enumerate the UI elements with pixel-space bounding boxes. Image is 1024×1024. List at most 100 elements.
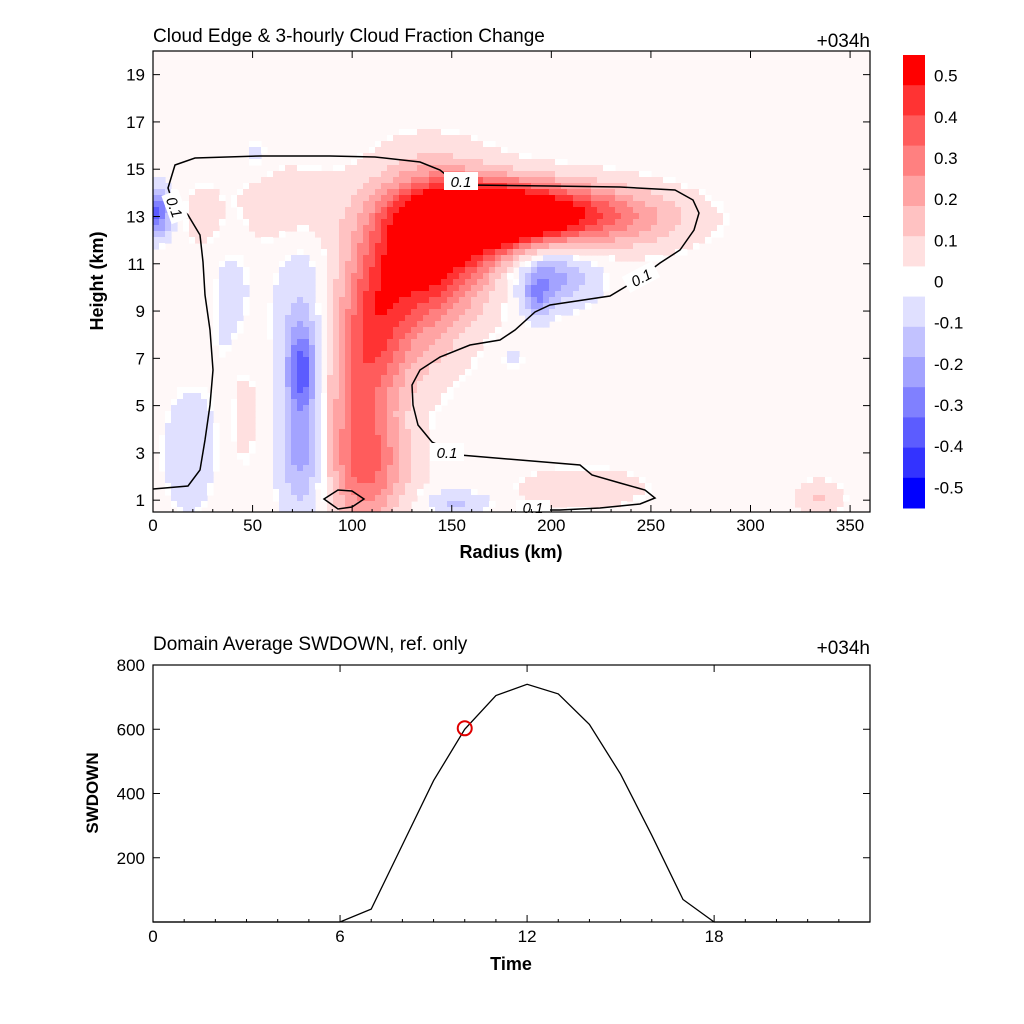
heatmap-cell xyxy=(237,201,244,208)
heatmap-cell xyxy=(627,495,634,502)
heatmap-cell xyxy=(411,447,418,454)
heatmap-cell xyxy=(303,429,310,436)
heatmap-cell xyxy=(345,441,352,448)
heatmap-cell xyxy=(477,315,484,322)
heatmap-cell xyxy=(303,219,310,226)
heatmap-cell xyxy=(201,417,208,424)
heatmap-cell xyxy=(375,339,382,346)
heatmap-cell xyxy=(405,291,412,298)
heatmap-cell xyxy=(297,495,304,502)
heatmap-cell xyxy=(297,447,304,454)
heatmap-cell xyxy=(543,291,550,298)
heatmap-cell xyxy=(177,453,184,460)
heatmap-cell xyxy=(393,357,400,364)
heatmap-cell xyxy=(303,405,310,412)
heatmap-cell xyxy=(585,219,592,226)
heatmap-cell xyxy=(315,393,322,400)
heatmap-cell xyxy=(351,465,358,472)
heatmap-cell xyxy=(477,249,484,256)
heatmap-cell xyxy=(543,267,550,274)
heatmap-cell xyxy=(609,171,616,178)
heatmap-cell xyxy=(579,465,586,472)
heatmap-cell xyxy=(285,273,292,280)
heatmap-cell xyxy=(579,177,586,184)
heatmap-cell xyxy=(435,507,442,512)
heatmap-cell xyxy=(357,255,364,262)
heatmap-cell xyxy=(549,255,556,262)
heatmap-cell xyxy=(489,327,496,334)
heatmap-cell xyxy=(159,219,166,226)
heatmap-cell xyxy=(609,225,616,232)
heatmap-cell xyxy=(237,195,244,202)
heatmap-cell xyxy=(363,243,370,250)
heatmap-cell xyxy=(357,297,364,304)
heatmap-cell xyxy=(477,183,484,190)
heatmap-cell xyxy=(435,147,442,154)
heatmap-cell xyxy=(657,195,664,202)
heatmap-cell xyxy=(471,363,478,370)
heatmap-cell xyxy=(333,291,340,298)
heatmap-cell xyxy=(321,483,328,490)
heatmap-cell xyxy=(393,255,400,262)
heatmap-cell xyxy=(195,231,202,238)
heatmap-cell xyxy=(495,183,502,190)
heatmap-cell xyxy=(525,153,532,160)
y-tick-label: 200 xyxy=(117,849,145,868)
heatmap-cell xyxy=(177,459,184,466)
heatmap-cell xyxy=(375,219,382,226)
heatmap-cell xyxy=(303,477,310,484)
heatmap-cell xyxy=(519,291,526,298)
heatmap-cell xyxy=(435,339,442,346)
heatmap-cell xyxy=(393,183,400,190)
heatmap-cell xyxy=(291,471,298,478)
heatmap-cell xyxy=(279,435,286,442)
heatmap-cell xyxy=(411,327,418,334)
heatmap-cell xyxy=(171,495,178,502)
heatmap-cell xyxy=(585,177,592,184)
heatmap-cell xyxy=(465,135,472,142)
heatmap-cell xyxy=(171,435,178,442)
heatmap-cell xyxy=(309,189,316,196)
heatmap-cell xyxy=(495,291,502,298)
heatmap-cell xyxy=(423,225,430,232)
heatmap-cell xyxy=(405,165,412,172)
heatmap-cell xyxy=(663,177,670,184)
heatmap-cell xyxy=(573,285,580,292)
heatmap-cell xyxy=(519,255,526,262)
heatmap-cell xyxy=(819,507,826,512)
heatmap-cell xyxy=(363,333,370,340)
heatmap-cell xyxy=(423,339,430,346)
heatmap-cell xyxy=(399,381,406,388)
heatmap-cell xyxy=(381,297,388,304)
heatmap-cell xyxy=(573,303,580,310)
heatmap-cell xyxy=(705,213,712,220)
heatmap-cell xyxy=(339,423,346,430)
heatmap-cell xyxy=(387,171,394,178)
heatmap-cell xyxy=(357,501,364,508)
heatmap-cell xyxy=(657,207,664,214)
heatmap-cell xyxy=(555,297,562,304)
heatmap-cell xyxy=(393,459,400,466)
heatmap-cell xyxy=(399,453,406,460)
heatmap-cell xyxy=(543,225,550,232)
heatmap-cell xyxy=(441,261,448,268)
heatmap-cell xyxy=(315,399,322,406)
heatmap-cell xyxy=(489,255,496,262)
heatmap-cell xyxy=(279,165,286,172)
heatmap-cell xyxy=(627,243,634,250)
heatmap-cell xyxy=(459,495,466,502)
heatmap-cell xyxy=(441,369,448,376)
heatmap-cell xyxy=(375,333,382,340)
heatmap-cell xyxy=(405,321,412,328)
heatmap-cell xyxy=(297,249,304,256)
heatmap-cell xyxy=(447,153,454,160)
heatmap-cell xyxy=(651,237,658,244)
heatmap-cell xyxy=(465,279,472,286)
heatmap-cell xyxy=(441,267,448,274)
heatmap-cell xyxy=(447,165,454,172)
heatmap-cell xyxy=(399,255,406,262)
heatmap-cell xyxy=(303,447,310,454)
heatmap-cell xyxy=(579,291,586,298)
heatmap-cell xyxy=(321,231,328,238)
heatmap-cell xyxy=(417,309,424,316)
